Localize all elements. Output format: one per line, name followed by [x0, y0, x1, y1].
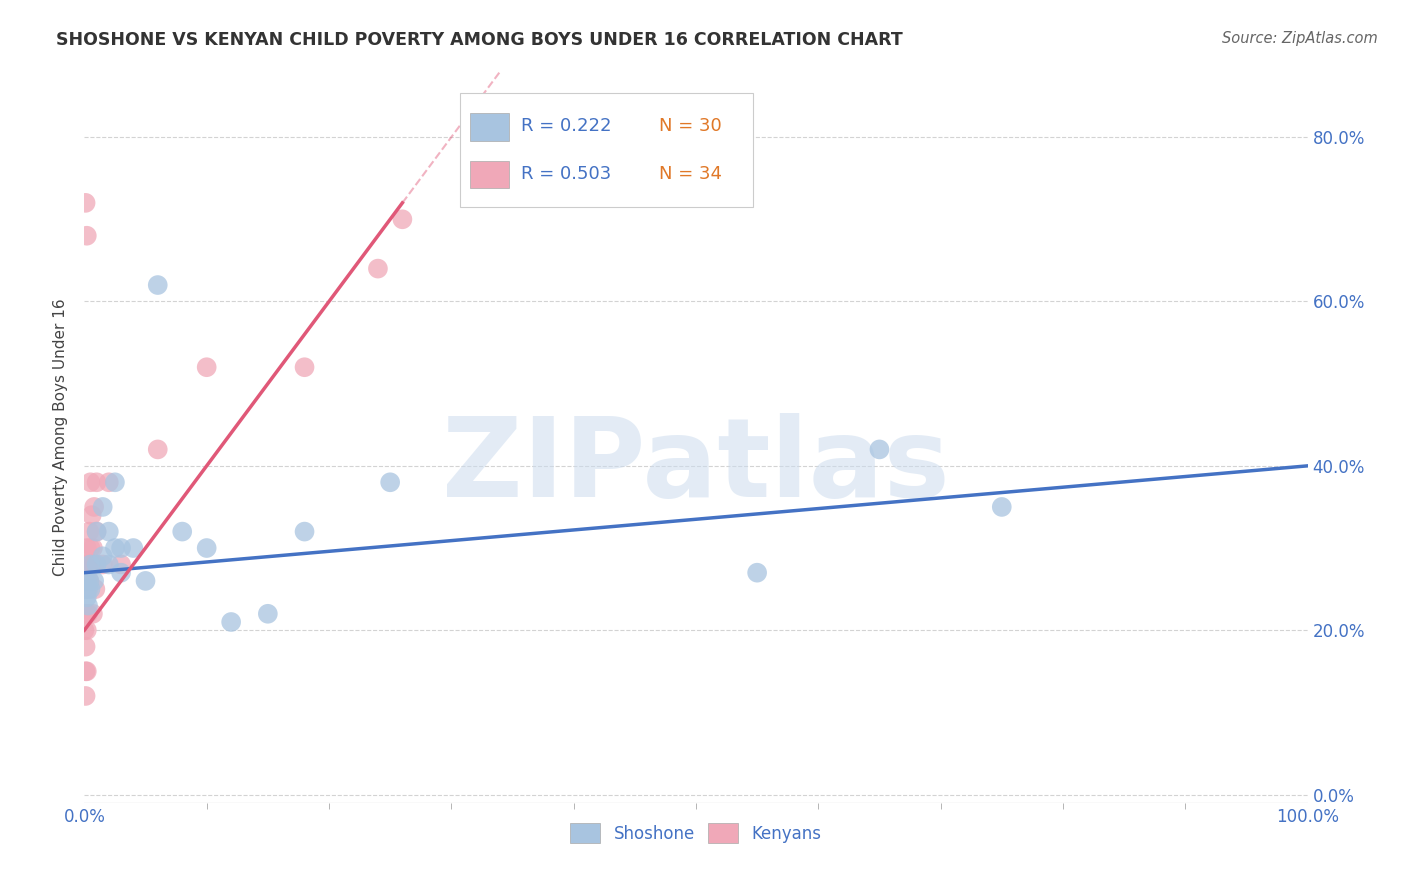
Point — [97, 524, 120, 539]
Point — [91, 558, 114, 572]
Point — [76, 624, 98, 638]
Text: R = 0.222: R = 0.222 — [522, 117, 612, 136]
Text: Source: ZipAtlas.com: Source: ZipAtlas.com — [1222, 31, 1378, 46]
Point — [195, 541, 218, 555]
Point — [91, 549, 114, 564]
Point — [367, 261, 389, 276]
Point — [75, 195, 97, 210]
Point — [73, 624, 96, 638]
Text: R = 0.503: R = 0.503 — [522, 165, 612, 183]
Y-axis label: Child Poverty Among Boys Under 16: Child Poverty Among Boys Under 16 — [53, 298, 69, 576]
Point — [172, 524, 194, 539]
Text: N = 34: N = 34 — [659, 165, 723, 183]
Point — [104, 475, 127, 490]
Point — [86, 524, 108, 539]
Point — [110, 558, 132, 572]
Point — [83, 574, 105, 588]
Point — [77, 558, 100, 572]
Point — [77, 607, 100, 621]
Point — [76, 665, 98, 679]
Point — [294, 360, 316, 375]
Point — [135, 574, 157, 588]
Point — [869, 442, 891, 457]
Bar — [470, 113, 509, 141]
Point — [195, 360, 218, 375]
Point — [76, 574, 98, 588]
Point — [146, 278, 169, 293]
Point — [79, 541, 101, 555]
Point — [83, 500, 105, 514]
Point — [110, 566, 132, 580]
Point — [76, 228, 98, 243]
Point — [77, 582, 100, 596]
Point — [391, 212, 413, 227]
Point — [80, 508, 103, 523]
Point — [79, 582, 101, 596]
Point — [84, 582, 107, 596]
Point — [75, 607, 97, 621]
Point — [76, 582, 98, 596]
Point — [77, 599, 100, 613]
Point — [76, 541, 98, 555]
FancyBboxPatch shape — [460, 94, 754, 207]
Point — [73, 582, 96, 596]
Point — [73, 558, 96, 572]
Point — [122, 541, 145, 555]
Point — [76, 591, 98, 605]
Point — [146, 442, 169, 457]
Point — [75, 689, 97, 703]
Point — [86, 558, 108, 572]
Text: N = 30: N = 30 — [659, 117, 723, 136]
Legend: Shoshone, Kenyans: Shoshone, Kenyans — [564, 817, 828, 849]
Point — [79, 558, 101, 572]
Text: SHOSHONE VS KENYAN CHILD POVERTY AMONG BOYS UNDER 16 CORRELATION CHART: SHOSHONE VS KENYAN CHILD POVERTY AMONG B… — [56, 31, 903, 49]
Point — [77, 574, 100, 588]
Point — [97, 558, 120, 572]
Point — [75, 640, 97, 654]
Point — [110, 541, 132, 555]
Point — [77, 574, 100, 588]
Text: ZIPatlas: ZIPatlas — [441, 413, 950, 520]
Point — [294, 524, 316, 539]
Point — [82, 541, 104, 555]
Point — [80, 558, 103, 572]
Point — [104, 541, 127, 555]
Point — [79, 475, 101, 490]
Bar — [470, 161, 509, 188]
Point — [219, 615, 242, 629]
Point — [747, 566, 769, 580]
Point — [97, 475, 120, 490]
Point — [257, 607, 280, 621]
Point — [91, 500, 114, 514]
Point — [991, 500, 1014, 514]
Point — [380, 475, 402, 490]
Point — [75, 665, 97, 679]
Point — [86, 524, 108, 539]
Point — [83, 558, 105, 572]
Point — [82, 607, 104, 621]
Point — [86, 475, 108, 490]
Point — [77, 524, 100, 539]
